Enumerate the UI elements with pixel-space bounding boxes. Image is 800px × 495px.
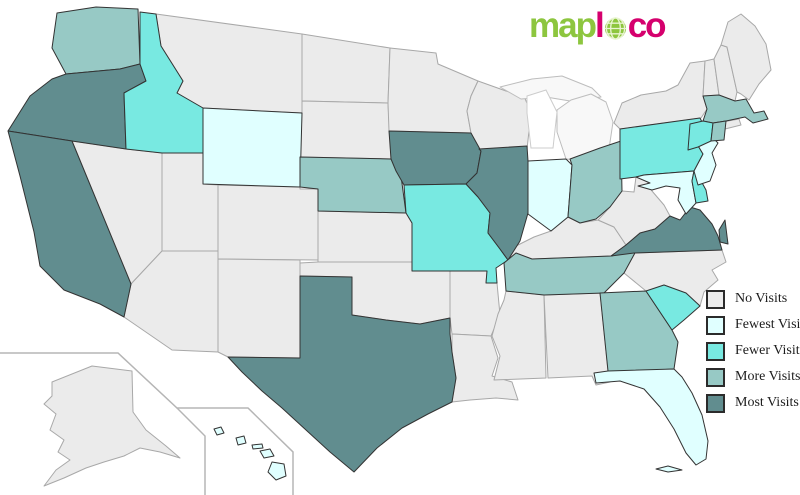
legend-label-no-visits: No Visits: [735, 291, 788, 306]
maploco-logo[interactable]: map l co: [529, 6, 667, 46]
legend-label-more-visits: More Visits: [735, 369, 800, 384]
legend-row-most-visits: Most Visits: [706, 390, 800, 416]
legend-row-fewer-visits: Fewer Visits: [706, 338, 800, 364]
legend-swatch-fewest-visits: [706, 315, 725, 335]
legend-label-fewest-visits: Fewest Visits: [735, 317, 800, 332]
state-mississippi: [491, 290, 547, 381]
legend-label-fewer-visits: Fewer Visits: [735, 343, 800, 358]
map-legend: No Visits Fewest Visits Fewer Visits Mor…: [706, 286, 800, 416]
state-hawaii-maui: [259, 448, 275, 459]
legend-swatch-fewer-visits: [706, 341, 725, 361]
state-ohio: [567, 140, 623, 224]
state-hawaii-molokai: [251, 443, 264, 450]
state-michigan-lower-peninsula: [556, 93, 614, 162]
legend-swatch-more-visits: [706, 367, 725, 387]
state-florida-keys: [655, 465, 683, 473]
state-tennessee: [503, 250, 637, 296]
state-kansas: [317, 210, 413, 263]
logo-text-co: co: [627, 6, 667, 45]
state-colorado: [217, 184, 319, 261]
state-minnesota: [387, 47, 479, 134]
state-wyoming: [202, 107, 303, 188]
state-california: [7, 130, 132, 318]
state-alabama: [543, 292, 611, 386]
hawaii-inset-left-border: [176, 407, 206, 495]
legend-row-fewest-visits: Fewest Visits: [706, 312, 800, 338]
state-alaska: [43, 365, 181, 487]
state-hawaii-oahu: [235, 435, 247, 446]
legend-swatch-most-visits: [706, 393, 725, 413]
state-washington: [51, 6, 141, 75]
state-florida: [593, 368, 709, 466]
globe-icon: [604, 11, 627, 46]
state-north-dakota: [301, 33, 391, 104]
state-iowa: [388, 130, 482, 186]
legend-label-most-visits: Most Visits: [735, 395, 799, 410]
state-virginia-eastern-shore: [718, 219, 729, 245]
state-rhode-island: [710, 120, 727, 142]
state-maine: [720, 13, 772, 101]
state-hawaii-kauai: [213, 426, 225, 436]
state-south-carolina: [645, 284, 701, 331]
state-hawaii-big-island: [267, 461, 287, 481]
lake-michigan: [526, 89, 558, 149]
legend-swatch-no-visits: [706, 289, 725, 309]
legend-row-no-visits: No Visits: [706, 286, 800, 312]
legend-row-more-visits: More Visits: [706, 364, 800, 390]
alaska-hawaii-inset-border: [0, 352, 294, 495]
state-new-mexico: [217, 258, 301, 359]
state-south-dakota: [299, 100, 392, 160]
state-texas: [227, 275, 457, 473]
logo-text-l: l: [594, 6, 605, 45]
logo-text-map: map: [529, 6, 597, 45]
